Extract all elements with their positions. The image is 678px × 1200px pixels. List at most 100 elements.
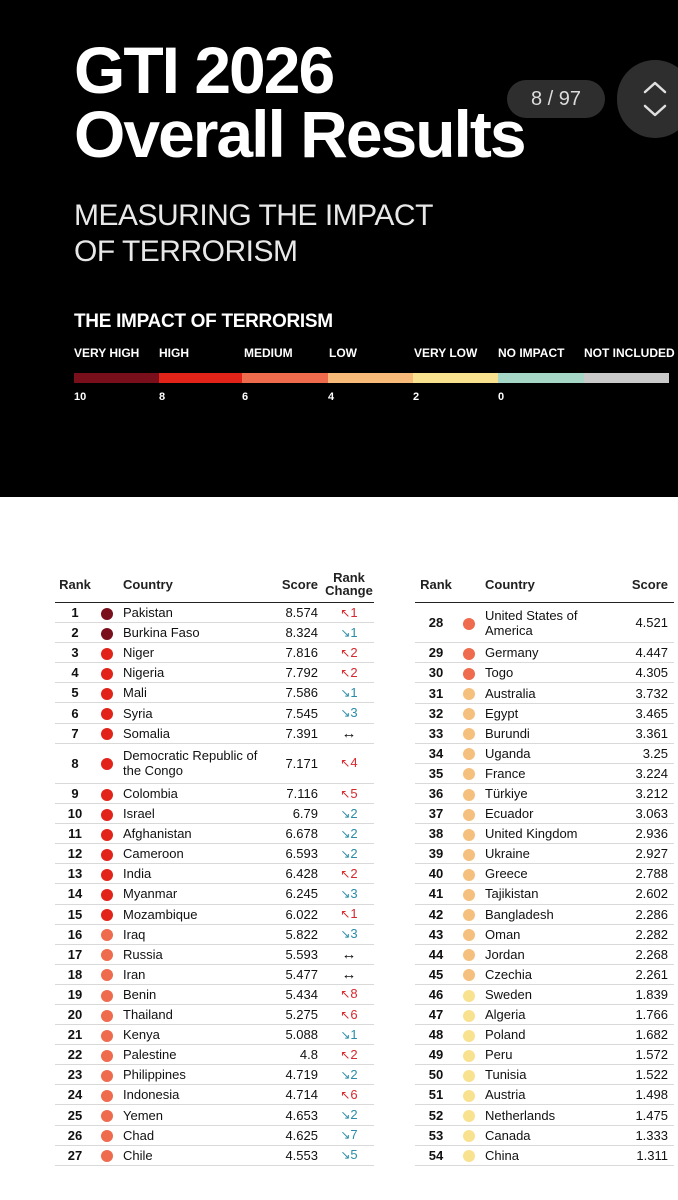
no-change-icon: ↔ xyxy=(341,965,357,983)
rank-change-cell: ↔ xyxy=(324,944,374,965)
country-cell: United Kingdom xyxy=(481,823,609,845)
table-row: 42 Bangladesh 2.286 xyxy=(415,904,674,925)
rank-change-cell: ↘2 xyxy=(324,1064,374,1086)
rank-change-cell: ↘3 xyxy=(324,924,374,945)
impact-dot-icon xyxy=(463,1110,475,1123)
rank-change-cell: ↘1 xyxy=(324,682,374,704)
table-row: 18 Iran 5.477 ↔ xyxy=(55,964,374,985)
score-cell: 8.324 xyxy=(268,622,324,644)
rank-cell: 48 xyxy=(415,1024,457,1046)
country-cell: Bangladesh xyxy=(481,904,609,925)
header-rank-change-line-1: Rank xyxy=(333,570,365,585)
score-cell: 4.653 xyxy=(268,1104,324,1126)
table-row: 45 Czechia 2.261 xyxy=(415,964,674,985)
impact-cell xyxy=(457,1064,481,1086)
rank-cell: 7 xyxy=(55,723,95,744)
rank-change-value: 2 xyxy=(350,865,358,881)
no-change-icon: ↔ xyxy=(341,724,357,742)
impact-dot-icon xyxy=(463,929,475,942)
score-cell: 1.311 xyxy=(609,1145,674,1166)
table-row: 10 Israel 6.79 ↘2 xyxy=(55,803,374,825)
impact-cell xyxy=(95,823,119,845)
score-cell: 3.465 xyxy=(609,703,674,724)
country-cell: Togo xyxy=(481,662,609,684)
rank-cell: 10 xyxy=(55,803,95,825)
country-cell: Ukraine xyxy=(481,843,609,865)
table-row: 16 Iraq 5.822 ↘3 xyxy=(55,924,374,945)
impact-dot-icon xyxy=(463,1049,475,1062)
impact-dot-icon xyxy=(101,1150,113,1163)
score-cell: 6.022 xyxy=(268,904,324,925)
impact-dot-icon xyxy=(463,848,475,861)
impact-dot-icon xyxy=(101,1029,113,1042)
score-cell: 2.936 xyxy=(609,823,674,845)
impact-dot-icon xyxy=(463,788,475,801)
legend-swatch-very-low xyxy=(413,373,498,383)
country-cell: Poland xyxy=(481,1024,609,1046)
rank-change-cell: ↘2 xyxy=(324,843,374,865)
score-cell: 1.333 xyxy=(609,1125,674,1146)
table-row: 52 Netherlands 1.475 xyxy=(415,1104,674,1126)
country-cell: Kenya xyxy=(119,1024,268,1046)
score-cell: 5.822 xyxy=(268,924,324,945)
rank-cell: 6 xyxy=(55,702,95,724)
score-cell: 1.839 xyxy=(609,984,674,1005)
score-cell: 6.245 xyxy=(268,883,324,905)
table-row: 33 Burundi 3.361 xyxy=(415,723,674,744)
impact-cell xyxy=(457,1024,481,1046)
impact-cell xyxy=(457,1145,481,1166)
table-row: 8 Democratic Republic of the Congo 7.171 ↖4 xyxy=(55,743,374,784)
table-row: 38 United Kingdom 2.936 xyxy=(415,823,674,845)
header-rank-change-line-2: Change xyxy=(325,583,373,598)
country-cell: Czechia xyxy=(481,964,609,985)
arrow-up-left-icon: ↖ xyxy=(340,645,351,660)
score-cell: 2.602 xyxy=(609,883,674,905)
rank-change-cell: ↖1 xyxy=(324,602,374,624)
impact-cell xyxy=(457,703,481,724)
table-row: 36 Türkiye 3.212 xyxy=(415,783,674,805)
table-row: 25 Yemen 4.653 ↘2 xyxy=(55,1104,374,1126)
country-cell: Colombia xyxy=(119,783,268,805)
impact-cell xyxy=(95,682,119,704)
score-cell: 3.361 xyxy=(609,723,674,744)
table-row: 53 Canada 1.333 xyxy=(415,1125,674,1146)
impact-cell xyxy=(95,964,119,985)
score-cell: 4.719 xyxy=(268,1064,324,1086)
country-cell: Palestine xyxy=(119,1044,268,1066)
country-cell: Oman xyxy=(481,924,609,945)
rank-change-cell: ↔ xyxy=(324,964,374,985)
rank-change-cell: ↘2 xyxy=(324,823,374,845)
legend-swatch-high xyxy=(159,373,242,383)
score-cell: 6.593 xyxy=(268,843,324,865)
impact-dot-icon xyxy=(463,828,475,841)
country-cell: Burkina Faso xyxy=(119,622,268,644)
table-row: 3 Niger 7.816 ↖2 xyxy=(55,642,374,664)
table-row: 49 Peru 1.572 xyxy=(415,1044,674,1066)
impact-cell xyxy=(457,964,481,985)
arrow-down-right-icon: ↘ xyxy=(340,685,351,700)
title-line-1: GTI 2026 xyxy=(74,33,335,107)
rank-cell: 39 xyxy=(415,843,457,865)
country-cell: Australia xyxy=(481,682,609,704)
impact-cell xyxy=(95,883,119,905)
page-nav-button[interactable] xyxy=(617,60,678,138)
rank-cell: 2 xyxy=(55,622,95,644)
country-cell: Iraq xyxy=(119,924,268,945)
hero-banner: GTI 2026 Overall Results MEASURING THE I… xyxy=(0,0,678,497)
score-cell: 7.391 xyxy=(268,723,324,744)
country-cell: Peru xyxy=(481,1044,609,1066)
table-header-row: Rank Country Score xyxy=(415,566,674,603)
legend-swatch-very-high xyxy=(74,373,159,383)
impact-cell xyxy=(95,984,119,1005)
arrow-down-right-icon: ↘ xyxy=(340,846,351,861)
table-row: 1 Pakistan 8.574 ↖1 xyxy=(55,602,374,624)
rank-change-cell: ↘3 xyxy=(324,883,374,905)
score-cell: 7.792 xyxy=(268,662,324,684)
score-cell: 1.572 xyxy=(609,1044,674,1066)
rank-change-cell: ↖6 xyxy=(324,1084,374,1106)
impact-dot-icon xyxy=(101,1069,113,1082)
header-country: Country xyxy=(457,566,609,603)
rank-cell: 21 xyxy=(55,1024,95,1046)
page-indicator: 8 / 97 xyxy=(507,80,605,118)
impact-dot-icon xyxy=(101,728,113,741)
